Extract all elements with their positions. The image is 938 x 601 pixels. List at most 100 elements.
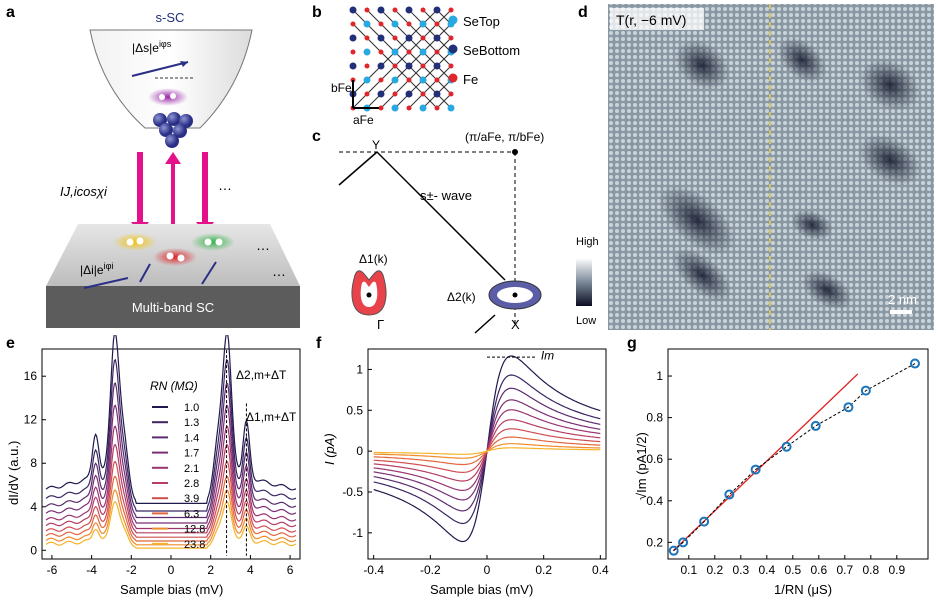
spectrum-line [45, 475, 297, 542]
data-point [678, 537, 689, 548]
legend-fe: Fe [463, 72, 478, 87]
legend-se-top: SeTop [463, 14, 500, 29]
gamma-point-label: Γ [377, 317, 384, 332]
y-tick-label: 0.6 [646, 452, 663, 466]
y-tick-label: 4 [30, 500, 37, 514]
lattice-atom [349, 62, 357, 70]
lattice-atom [405, 90, 413, 98]
x-tick-label: 0.6 [810, 563, 827, 577]
lattice-atom [405, 6, 413, 14]
lattice-atom [420, 7, 426, 13]
x-tick-label: 0.3 [732, 563, 749, 577]
lattice-atom [377, 34, 385, 42]
lattice-atom [364, 7, 370, 13]
scale-bar-label: 2 nm [888, 292, 917, 307]
legend-se-bottom: SeBottom [463, 43, 520, 58]
panel-label-a: a [6, 4, 15, 21]
lattice-atom [391, 48, 399, 56]
ellipsis-2: … [256, 237, 270, 253]
x-tick-label: -6 [47, 563, 58, 577]
lattice-atom [378, 21, 384, 27]
data-guide-line [673, 363, 916, 552]
panel-label-b: b [312, 4, 322, 21]
lattice-atom [434, 105, 440, 111]
data-point [860, 385, 871, 396]
spectrum-line [45, 425, 297, 530]
y-tick-label: 0 [30, 543, 37, 557]
lattice-atom [363, 48, 371, 56]
x-tick-label: 0.4 [758, 563, 775, 577]
chart-e-ylabel: dI/dV (a.u.) [6, 441, 21, 505]
current-label: IJ,icosχi [60, 184, 108, 199]
lattice-atom [392, 7, 398, 13]
lattice-atom [406, 21, 412, 27]
y-tick-label: 16 [24, 369, 38, 383]
colorbar-high-label: High [576, 236, 599, 248]
tip-cooper-pair [148, 88, 188, 106]
panel-b-lattice: SeTop SeBottom Fe bFe aFe [331, 6, 520, 127]
x-tick-label: 0.4 [592, 563, 609, 577]
lattice-atom [377, 62, 385, 70]
x-tick-label: 0 [484, 563, 491, 577]
x-tick-label: 0.9 [888, 563, 905, 577]
lattice-atom [419, 104, 427, 112]
x-tick-label: 6 [287, 563, 294, 577]
lattice-atom [349, 34, 357, 42]
scale-bar [890, 310, 912, 314]
lattice-atom [433, 34, 441, 42]
data-point [843, 402, 854, 413]
substrate-side [46, 286, 300, 328]
x-tick-label: 2 [207, 563, 214, 577]
data-point [910, 358, 920, 369]
legend-marker [448, 73, 458, 83]
y-tick-label: 0.5 [346, 403, 363, 417]
y-tick-label: 1 [656, 369, 663, 383]
map-title: T(r, −6 mV) [616, 12, 686, 28]
spectrum-line [45, 335, 297, 504]
legend-entry: 1.0 [184, 402, 199, 414]
plot-frame [667, 348, 929, 560]
lattice-atom [419, 48, 427, 56]
lattice-atom [420, 91, 426, 97]
panel-a-schematic: s-SC |Δs|eiφs … IJ,icosχi Multi-band SC … [46, 10, 300, 328]
x-tick-label: 0.2 [706, 563, 723, 577]
lattice-atom [448, 7, 454, 13]
delta1-label: Δ1(k) [359, 252, 388, 266]
x-tick-label: -0.4 [363, 563, 384, 577]
ellipsis-3: … [272, 263, 286, 279]
lattice-atom [448, 63, 454, 69]
lattice-atom [391, 104, 399, 112]
s-pm-wave-label: s±- wave [420, 188, 472, 203]
lattice-atom [364, 63, 370, 69]
legend-marker [448, 44, 458, 54]
spectrum-line [45, 404, 297, 524]
x-tick-label: 0.1 [680, 563, 697, 577]
colorbar-low-label: Low [576, 315, 596, 327]
ellipsis-1: … [218, 177, 232, 193]
colorbar [576, 258, 592, 306]
y-tick-label: 1 [356, 362, 363, 376]
data-point [724, 489, 735, 500]
delta2-label: Δ2(k) [447, 290, 476, 304]
lattice-atom [448, 35, 454, 41]
hole-pocket-icon [351, 270, 387, 316]
legend-entry: 3.9 [184, 493, 199, 505]
x-tick-label: -0.2 [420, 563, 441, 577]
iv-curve [373, 447, 601, 455]
y-tick-label: -1 [352, 526, 363, 540]
legend-entry: 1.3 [184, 417, 199, 429]
spectrum-line [45, 501, 297, 549]
legend-entry: 12.8 [184, 524, 205, 536]
chart-f-xlabel: Sample bias (mV) [430, 582, 533, 597]
tip-label: s-SC [156, 10, 185, 25]
lattice-atom [420, 63, 426, 69]
chart-f-iv: -0.4 -0.2 0 0.2 0.4 -1 -0.5 0 0.5 1 Sample bias (… [322, 348, 609, 597]
lattice-atom [392, 63, 398, 69]
x-tick-label: 0.8 [862, 563, 879, 577]
lattice-atom [377, 90, 385, 98]
lattice-atom [405, 62, 413, 70]
spectrum-line [45, 358, 297, 512]
label-afe: aFe [353, 113, 374, 127]
data-point [810, 420, 821, 431]
panel-label-g: g [627, 335, 637, 352]
